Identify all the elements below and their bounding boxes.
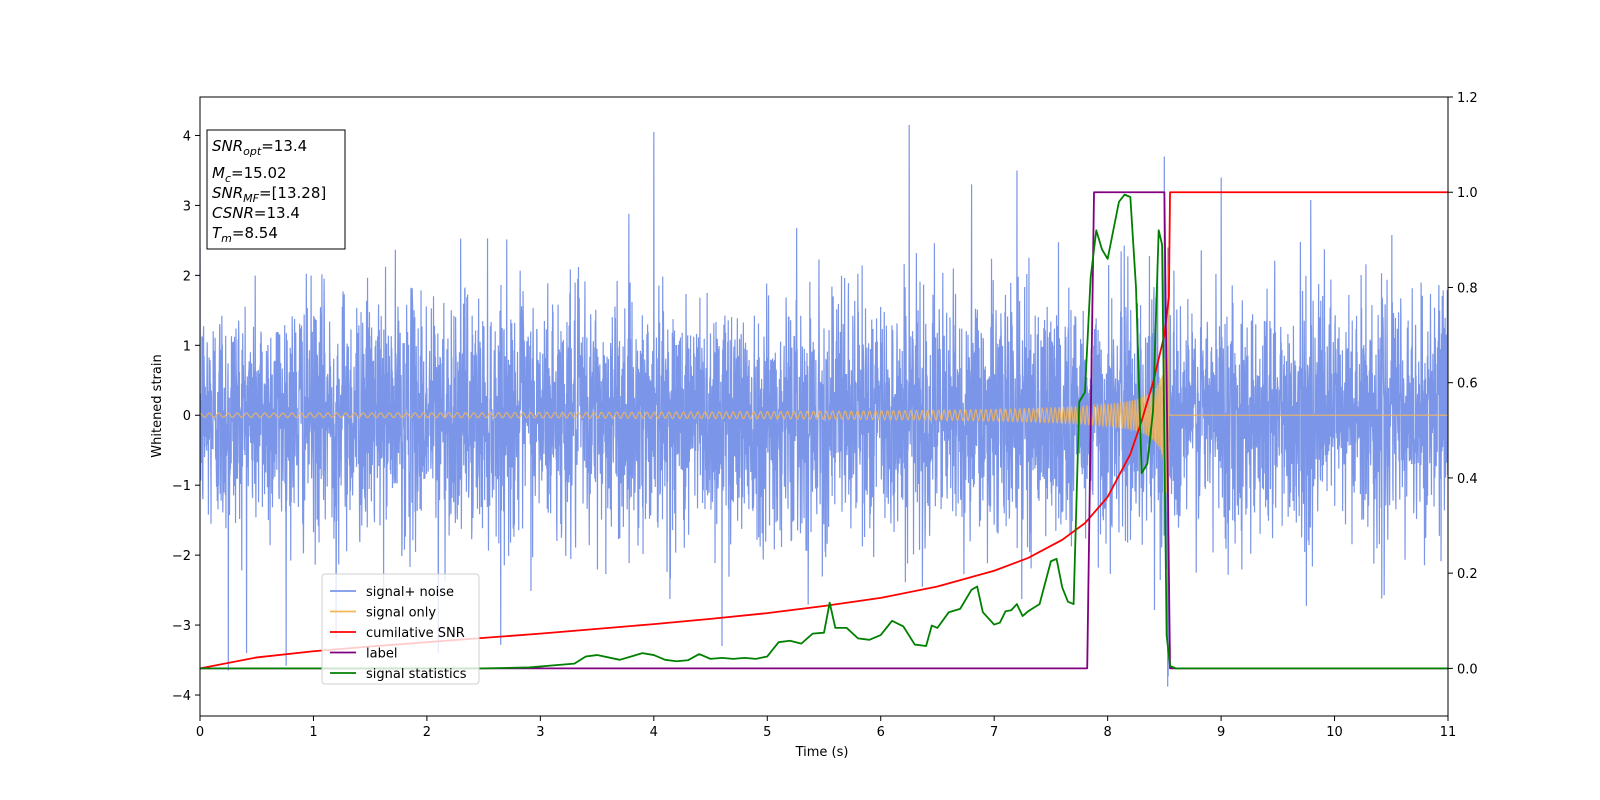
- x-tick-label: 1: [309, 725, 317, 740]
- y-tick-label: 1: [183, 339, 191, 354]
- x-tick-label: 8: [1103, 725, 1111, 740]
- y2-tick-label: 0.8: [1457, 281, 1478, 296]
- x-tick-label: 2: [423, 725, 431, 740]
- legend: signal+ noise signal only cumilative SNR la…: [321, 573, 480, 685]
- y-tick-label: −1: [172, 479, 191, 494]
- y2-tick-label: 0.4: [1457, 472, 1478, 487]
- x-tick-label: 0: [196, 725, 204, 740]
- legend-label: cumilative SNR: [366, 626, 465, 641]
- annotation-csnr: CSNR=13.4: [212, 204, 300, 222]
- annotation-tm: Tm=8.54: [212, 224, 278, 245]
- series-signal-noise: [200, 124, 1448, 687]
- y-tick-label: −4: [172, 689, 191, 704]
- y2-tick-label: 1.2: [1457, 91, 1478, 106]
- annotation-box: SNRopt=13.4 Mc=15.02 SNRMF=[13.28] CSNR=…: [206, 129, 346, 250]
- x-axis-label: Time (s): [795, 745, 849, 760]
- x-tick-label: 9: [1217, 725, 1225, 740]
- annotation-snr-mf: SNRMF=[13.28]: [212, 184, 326, 205]
- legend-label: signal statistics: [366, 667, 467, 682]
- legend-label: signal+ noise: [366, 585, 454, 600]
- series-signal-only: [200, 265, 1448, 542]
- annotation-mc: Mc=15.02: [212, 164, 287, 185]
- y-tick-label: 2: [183, 269, 191, 284]
- y-tick-label: 3: [183, 199, 191, 214]
- plot-frame: [199, 96, 1449, 717]
- y-axis-right: 1.2 1.0 0.8 0.6 0.4 0.2 0.0: [1448, 91, 1478, 677]
- annotation-snr-opt: SNRopt=13.4: [212, 137, 307, 158]
- y-axis-left: 4 3 2 1 0 −1 −2 −3 −4: [172, 129, 200, 704]
- y2-tick-label: 0.6: [1457, 377, 1478, 392]
- y-tick-label: −2: [172, 549, 191, 564]
- legend-label: signal only: [366, 606, 436, 621]
- x-tick-label: 6: [877, 725, 885, 740]
- x-tick-label: 7: [990, 725, 998, 740]
- legend-label: label: [366, 647, 397, 662]
- x-tick-label: 10: [1326, 725, 1343, 740]
- x-tick-label: 3: [536, 725, 544, 740]
- y-tick-label: 0: [183, 409, 191, 424]
- y-tick-label: −3: [172, 619, 191, 634]
- x-axis: 0 1 2 3 4 5 6 7 8 9 10 11: [196, 716, 1456, 740]
- x-tick-label: 11: [1440, 725, 1457, 740]
- series-signal-statistics: [200, 193, 1448, 670]
- y-tick-label: 4: [183, 129, 191, 144]
- y2-tick-label: 0.2: [1457, 567, 1478, 582]
- y2-tick-label: 1.0: [1457, 186, 1478, 201]
- y2-tick-label: 0.0: [1457, 662, 1478, 677]
- x-tick-label: 5: [763, 725, 771, 740]
- y-axis-label: Whitened strain: [150, 354, 165, 457]
- x-tick-label: 4: [650, 725, 658, 740]
